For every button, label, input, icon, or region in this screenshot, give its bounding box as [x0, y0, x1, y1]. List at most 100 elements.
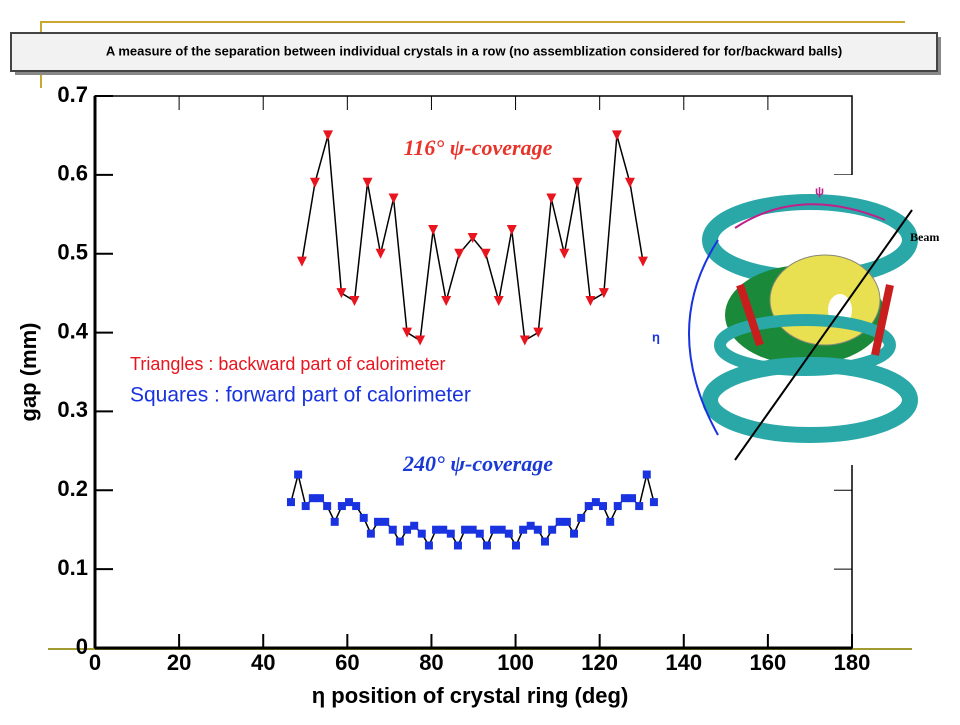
- square-marker: [599, 502, 608, 511]
- triangle-marker: [296, 256, 307, 267]
- square-marker: [323, 502, 332, 511]
- beam-line: [734, 209, 913, 461]
- y-tick-label: 0.7: [57, 82, 88, 107]
- triangle-marker: [480, 248, 491, 259]
- x-tick-label: 100: [497, 650, 534, 675]
- square-marker: [374, 517, 383, 526]
- square-marker: [395, 537, 404, 546]
- x-tick-label: 60: [335, 650, 359, 675]
- y-tick-label: 0.2: [57, 476, 88, 501]
- square-marker: [642, 470, 651, 479]
- square-marker: [359, 513, 368, 522]
- square-marker: [294, 470, 303, 479]
- square-marker: [453, 541, 462, 550]
- square-marker: [504, 529, 513, 538]
- square-marker: [584, 502, 593, 511]
- x-tick-label: 160: [750, 650, 787, 675]
- square-marker: [635, 502, 644, 511]
- square-marker: [475, 529, 484, 538]
- triangle-marker: [415, 335, 426, 346]
- x-tick-label: 0: [89, 650, 101, 675]
- x-tick-label: 180: [834, 650, 871, 675]
- square-marker: [490, 525, 499, 534]
- square-marker: [577, 513, 586, 522]
- square-marker: [381, 517, 390, 526]
- square-marker: [330, 517, 339, 526]
- triangle-marker: [519, 335, 530, 346]
- square-marker: [424, 541, 433, 550]
- triangle-marker: [546, 193, 557, 204]
- square-marker: [315, 494, 324, 503]
- square-marker: [482, 541, 491, 550]
- chart-title: A measure of the separation between indi…: [106, 43, 842, 58]
- triangle-marker: [322, 130, 333, 141]
- triangle-marker: [454, 248, 465, 259]
- triangle-marker: [441, 296, 452, 307]
- triangle-marker: [611, 130, 622, 141]
- triangle-marker: [336, 288, 347, 299]
- triangle-marker: [362, 177, 373, 188]
- figure-label: η: [652, 329, 660, 344]
- x-tick-label: 80: [419, 650, 443, 675]
- triangle-marker: [624, 177, 635, 188]
- square-marker: [403, 525, 412, 534]
- square-marker: [649, 498, 658, 507]
- square-marker: [555, 517, 564, 526]
- y-tick-label: 0: [76, 634, 88, 659]
- square-marker: [511, 541, 520, 550]
- triangle-marker: [533, 327, 544, 338]
- square-marker: [352, 502, 361, 511]
- y-tick-label: 0.1: [57, 555, 88, 580]
- square-marker: [540, 537, 549, 546]
- triangle-marker: [467, 232, 478, 243]
- square-marker: [591, 498, 600, 507]
- x-axis-label: η position of crystal ring (deg): [312, 683, 629, 708]
- square-marker: [345, 498, 354, 507]
- square-marker: [410, 521, 419, 530]
- triangle-marker: [637, 256, 648, 267]
- triangle-marker: [375, 248, 386, 259]
- eta-arrow: [688, 239, 719, 436]
- square-marker: [432, 525, 441, 534]
- square-marker: [286, 498, 295, 507]
- square-marker: [548, 525, 557, 534]
- square-marker: [613, 502, 622, 511]
- square-marker: [628, 494, 637, 503]
- crystals: [736, 283, 894, 356]
- triangle-marker: [388, 193, 399, 204]
- square-marker: [606, 517, 615, 526]
- triangle-marker: [349, 296, 360, 307]
- x-tick-label: 40: [251, 650, 275, 675]
- y-tick-label: 0.6: [57, 161, 88, 186]
- square-marker: [519, 525, 528, 534]
- y-tick-label: 0.4: [57, 318, 88, 343]
- triangle-marker: [572, 177, 583, 188]
- square-marker: [468, 525, 477, 534]
- square-marker: [533, 525, 542, 534]
- x-tick-label: 140: [665, 650, 702, 675]
- triangle-marker: [585, 296, 596, 307]
- square-marker: [497, 525, 506, 534]
- x-tick-label: 20: [167, 650, 191, 675]
- square-marker: [562, 517, 571, 526]
- figure-label: ψ: [815, 184, 824, 198]
- detector-figure: ψ Beam η: [652, 175, 940, 465]
- legend-entry: Triangles : backward part of calorimeter: [130, 354, 445, 374]
- square-marker: [620, 494, 629, 503]
- x-tick-label: 120: [581, 650, 618, 675]
- square-marker: [388, 525, 397, 534]
- triangle-marker: [506, 225, 517, 236]
- square-marker: [301, 502, 310, 511]
- square-marker: [461, 525, 470, 534]
- triangle-marker: [559, 248, 570, 259]
- ring: [702, 357, 918, 443]
- square-marker: [439, 525, 448, 534]
- square-marker: [570, 529, 579, 538]
- square-marker: [366, 529, 375, 538]
- square-marker: [417, 529, 426, 538]
- legend-entry: Squares : forward part of calorimeter: [130, 384, 471, 407]
- square-marker: [337, 502, 346, 511]
- square-marker: [308, 494, 317, 503]
- triangle-marker: [309, 177, 320, 188]
